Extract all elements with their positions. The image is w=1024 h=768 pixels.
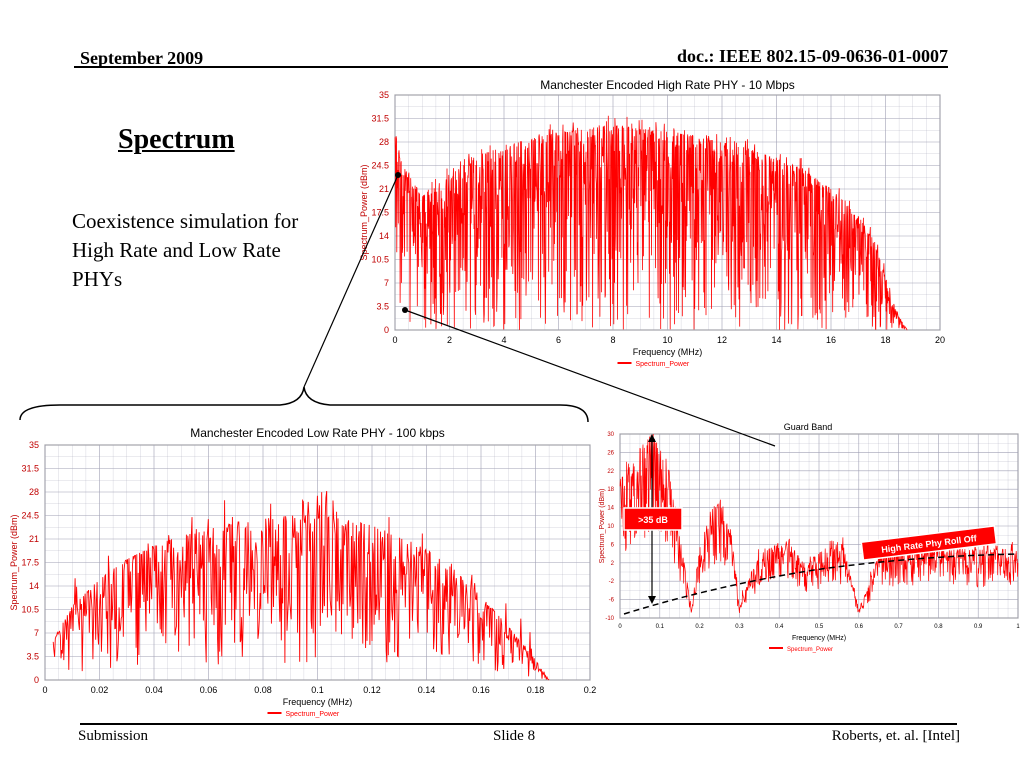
x-tick-label: 0.06 (200, 685, 218, 695)
x-tick-label: 0.9 (974, 624, 983, 630)
rolloff-curve (623, 553, 1019, 615)
series-spectrum-power (52, 490, 550, 681)
y-tick-label: 24.5 (21, 511, 39, 521)
x-tick-label: 0.4 (775, 624, 784, 630)
x-tick-label: 0.3 (735, 624, 744, 630)
y-tick-label: 14 (607, 506, 614, 512)
x-tick-label: 0.16 (472, 685, 490, 695)
x-tick-label: 0.1 (656, 624, 665, 630)
y-tick-label: 7 (34, 628, 39, 638)
footer-slide-number: Slide 8 (493, 728, 536, 744)
legend-label: Spectrum_Power (636, 361, 690, 368)
rolloff-label-box (860, 525, 998, 561)
y-tick-label: 22 (607, 469, 614, 475)
x-tick-label: 0.5 (815, 624, 824, 630)
db-label: >35 dB (638, 515, 668, 525)
y-axis-label: Spectrum_Power (dBm) (359, 164, 369, 260)
x-tick-label: 0.2 (695, 624, 704, 630)
footer-submission: Submission (78, 728, 149, 744)
x-tick-label: 0 (42, 685, 47, 695)
x-tick-label: 0.7 (894, 624, 903, 630)
x-tick-label: 0.08 (254, 685, 272, 695)
y-tick-label: 17.5 (371, 208, 389, 218)
x-tick-label: 0.04 (145, 685, 163, 695)
footer-authors: Roberts, et. al. [Intel] (831, 728, 960, 744)
slide-title: Spectrum (118, 124, 235, 155)
y-tick-label: -2 (609, 579, 615, 585)
y-tick-label: -10 (605, 616, 614, 622)
y-tick-label: 21 (379, 184, 389, 194)
db-arrow-head-bottom (648, 596, 656, 604)
x-tick-label: 0 (618, 624, 622, 630)
x-tick-label: 20 (935, 335, 945, 345)
y-axis-label: Spectrum_Power (dBm) (599, 489, 606, 564)
y-axis-label: Spectrum_Power (dBm) (9, 514, 19, 610)
x-tick-label: 0.02 (91, 685, 109, 695)
x-tick-label: 6 (556, 335, 561, 345)
x-axis-label: Frequency (MHz) (633, 347, 703, 357)
y-tick-label: 35 (379, 90, 389, 100)
y-tick-label: 10.5 (21, 605, 39, 615)
x-tick-label: 0 (392, 335, 397, 345)
y-tick-label: 24.5 (371, 161, 389, 171)
x-tick-label: 0.18 (527, 685, 545, 695)
x-tick-label: 0.6 (855, 624, 864, 630)
y-tick-label: 6 (611, 542, 615, 548)
x-tick-label: 16 (826, 335, 836, 345)
db-label-box (623, 507, 683, 531)
bracket (19, 386, 589, 423)
x-axis-label: Frequency (MHz) (283, 697, 353, 707)
chart-guard-band: 0 0.1 0.2 0.3 0.4 0.5 0.6 0.7 0.8 0.9 1-10-6-22610… (599, 422, 1020, 653)
slide-description: Coexistence simulation for High Rate and… (72, 209, 299, 291)
y-tick-label: 10 (607, 524, 614, 530)
x-tick-label: 0.14 (418, 685, 436, 695)
y-tick-label: 30 (607, 432, 614, 438)
y-tick-label: 7 (384, 278, 389, 288)
legend-label: Spectrum_Power (286, 711, 340, 718)
footer-rule (80, 723, 957, 725)
x-tick-label: 0.2 (584, 685, 597, 695)
header-rule (74, 66, 948, 68)
x-tick-label: 4 (501, 335, 506, 345)
chart-title: Manchester Encoded High Rate PHY - 10 Mb… (540, 78, 795, 92)
y-tick-label: 31.5 (21, 464, 39, 474)
x-axis-label: Frequency (MHz) (792, 635, 846, 642)
x-tick-label: 1 (1016, 624, 1020, 630)
chart-title: Manchester Encoded Low Rate PHY - 100 kb… (190, 426, 445, 440)
legend-label: Spectrum_Power (787, 647, 833, 653)
y-tick-label: 14 (379, 231, 389, 241)
x-tick-label: 10 (662, 335, 672, 345)
x-tick-label: 14 (771, 335, 781, 345)
guard-band-label: Guard Band (784, 422, 833, 432)
x-tick-label: 0.8 (934, 624, 943, 630)
x-tick-label: 2 (447, 335, 452, 345)
document-id: doc.: IEEE 802.15-09-0636-01-0007 (677, 46, 948, 66)
y-tick-label: -6 (609, 598, 615, 604)
y-tick-label: 31.5 (371, 114, 389, 124)
y-tick-label: 14 (29, 581, 39, 591)
y-tick-label: 3.5 (26, 652, 39, 662)
x-tick-label: 8 (610, 335, 615, 345)
y-tick-label: 28 (379, 137, 389, 147)
slide-date: September 2009 (80, 48, 204, 68)
x-tick-label: 18 (880, 335, 890, 345)
chart-low-rate: Manchester Encoded Low Rate PHY - 100 kb… (9, 426, 597, 718)
y-tick-label: 21 (29, 534, 39, 544)
y-tick-label: 26 (607, 450, 614, 456)
y-tick-label: 3.5 (376, 302, 389, 312)
y-tick-label: 0 (34, 675, 39, 685)
x-tick-label: 0.12 (363, 685, 381, 695)
x-tick-label: 0.1 (311, 685, 324, 695)
x-tick-label: 12 (717, 335, 727, 345)
series-spectrum-power (394, 115, 908, 331)
y-tick-label: 2 (611, 561, 615, 567)
y-tick-label: 17.5 (21, 558, 39, 568)
y-tick-label: 28 (29, 487, 39, 497)
chart-high-rate: Manchester Encoded High Rate PHY - 10 Mb… (359, 78, 945, 368)
y-tick-label: 35 (29, 440, 39, 450)
rolloff-label-group: High Rate Phy Roll Off (860, 525, 998, 561)
y-tick-label: 0 (384, 325, 389, 335)
y-tick-label: 18 (607, 487, 614, 493)
y-tick-label: 10.5 (371, 255, 389, 265)
